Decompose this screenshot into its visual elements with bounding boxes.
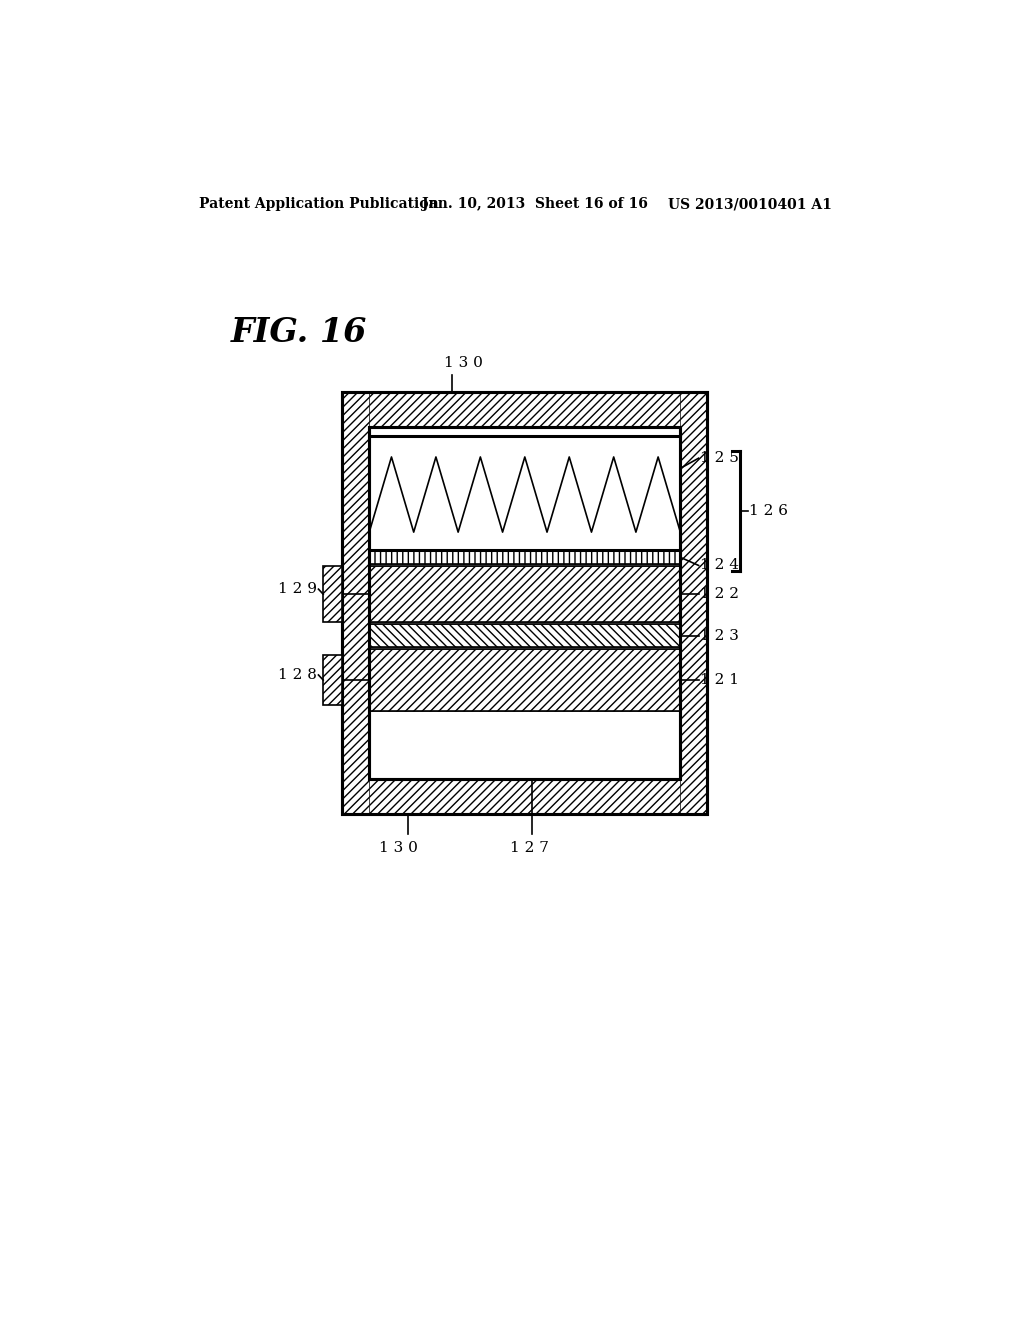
Text: US 2013/0010401 A1: US 2013/0010401 A1 — [668, 197, 831, 211]
Bar — [370, 566, 680, 622]
Bar — [370, 649, 680, 710]
Text: FIG. 16: FIG. 16 — [231, 315, 368, 348]
Bar — [370, 550, 680, 564]
Text: 1 2 3: 1 2 3 — [700, 628, 739, 643]
Text: 1 2 8: 1 2 8 — [278, 668, 316, 682]
Bar — [370, 426, 680, 779]
Bar — [324, 566, 342, 622]
Bar — [342, 392, 708, 814]
Bar — [342, 392, 370, 814]
Bar — [370, 426, 680, 779]
Bar — [324, 655, 342, 705]
Text: Patent Application Publication: Patent Application Publication — [200, 197, 439, 211]
Text: 1 2 1: 1 2 1 — [700, 673, 739, 686]
Text: 1 3 0: 1 3 0 — [444, 356, 483, 370]
Text: 1 2 4: 1 2 4 — [700, 558, 739, 573]
Bar — [680, 392, 708, 814]
Text: Jan. 10, 2013  Sheet 16 of 16: Jan. 10, 2013 Sheet 16 of 16 — [422, 197, 647, 211]
Text: 1 2 5: 1 2 5 — [700, 451, 739, 465]
Bar — [342, 779, 708, 814]
Bar — [342, 392, 708, 814]
Bar — [342, 392, 708, 426]
Text: 1 2 7: 1 2 7 — [510, 841, 549, 855]
Bar — [370, 624, 680, 647]
Bar — [370, 437, 680, 550]
Text: 1 2 2: 1 2 2 — [700, 587, 739, 601]
Text: 1 3 0: 1 3 0 — [379, 841, 418, 855]
Text: 1 2 6: 1 2 6 — [750, 504, 788, 517]
Text: 1 2 9: 1 2 9 — [278, 582, 316, 597]
